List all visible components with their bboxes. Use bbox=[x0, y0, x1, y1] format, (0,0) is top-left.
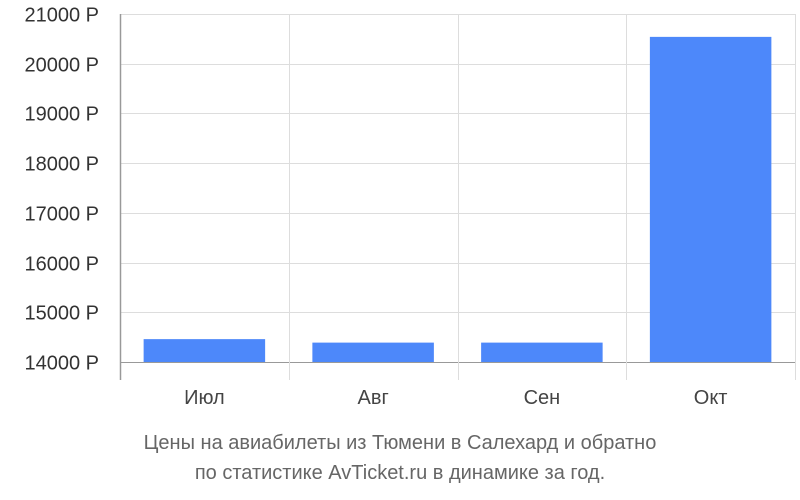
bars bbox=[143, 36, 772, 363]
y-tick-label: 18000 Р bbox=[24, 154, 99, 176]
y-tick-label: 16000 Р bbox=[24, 254, 99, 276]
x-tick-label: Авг bbox=[357, 387, 388, 409]
chart-caption-line-2: по статистике AvTicket.ru в динамике за … bbox=[194, 462, 606, 484]
x-tick-label: Июл bbox=[184, 387, 225, 409]
bar bbox=[649, 36, 772, 363]
x-tick-label: Окт bbox=[694, 387, 728, 409]
y-tick-labels: 14000 Р 15000 Р 16000 Р 17000 Р 18000 Р 19000… bbox=[24, 5, 99, 375]
axes bbox=[119, 14, 796, 380]
y-tick-label: 20000 Р bbox=[24, 55, 99, 77]
bar bbox=[481, 342, 603, 362]
y-tick-label: 21000 Р bbox=[24, 5, 99, 27]
y-tick-label: 17000 Р bbox=[24, 204, 99, 226]
bar bbox=[143, 339, 266, 362]
x-tick-label: Сен bbox=[524, 387, 561, 409]
x-tick-labels: Июл Авг Сен Окт bbox=[184, 387, 727, 409]
y-tick-label: 14000 Р bbox=[24, 353, 99, 375]
y-tick-label: 15000 Р bbox=[24, 303, 99, 325]
y-tick-label: 19000 Р bbox=[24, 104, 99, 126]
bar bbox=[312, 342, 434, 362]
chart-caption-line-1: Цены на авиабилеты из Тюмени в Салехард … bbox=[143, 432, 657, 454]
grid bbox=[120, 14, 796, 363]
